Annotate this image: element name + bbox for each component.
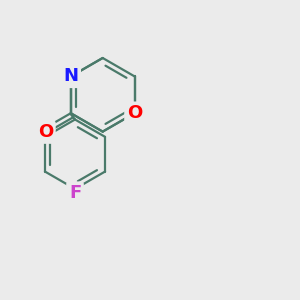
Text: O: O <box>127 104 142 122</box>
Text: N: N <box>63 68 78 85</box>
Text: O: O <box>38 123 53 141</box>
Text: F: F <box>69 184 81 202</box>
